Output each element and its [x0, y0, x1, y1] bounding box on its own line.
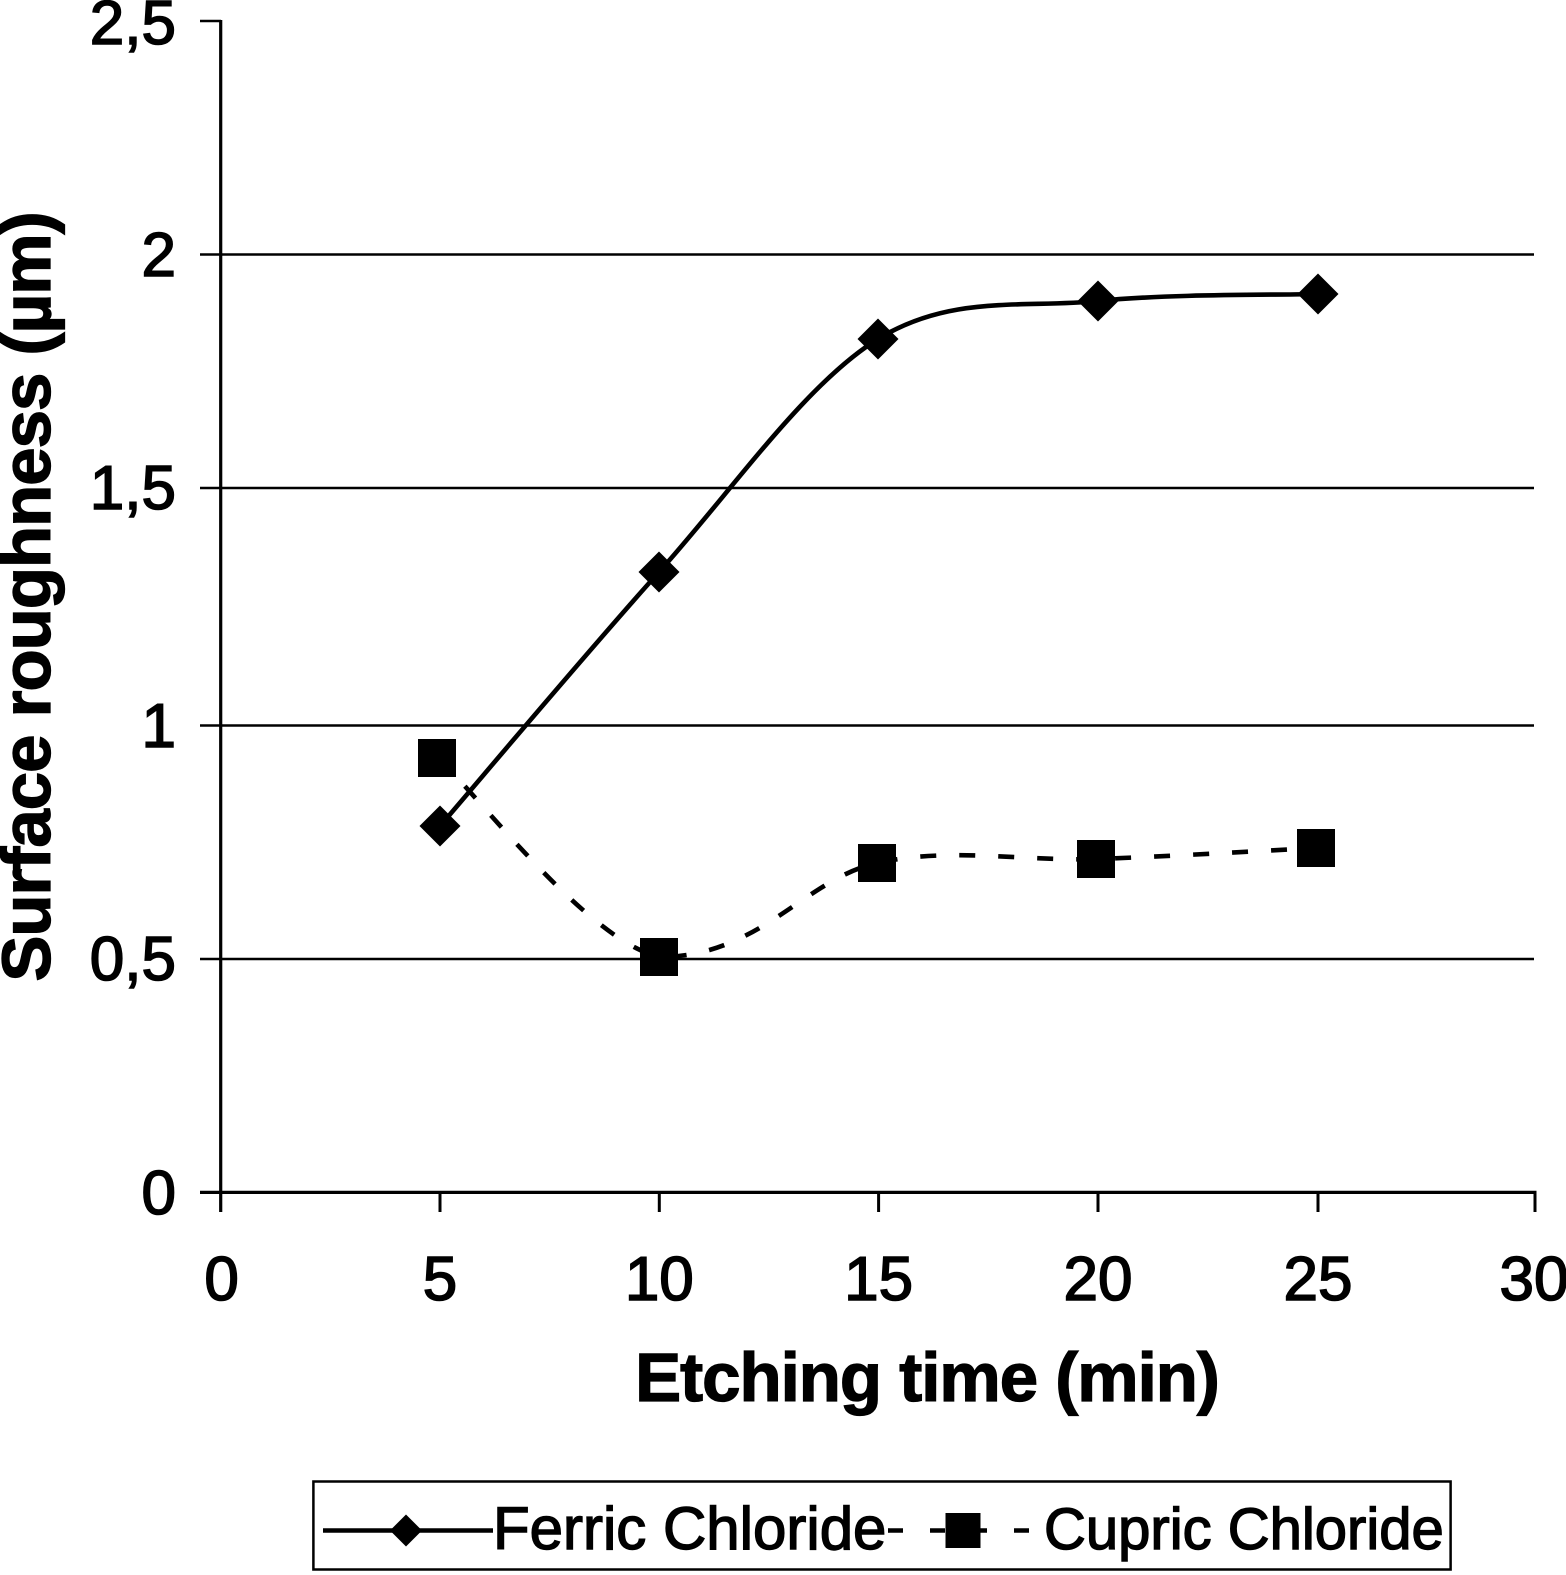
svg-text:2: 2 — [142, 221, 176, 290]
svg-text:1,5: 1,5 — [90, 454, 176, 523]
svg-text:0: 0 — [204, 1245, 238, 1314]
svg-text:5: 5 — [423, 1245, 457, 1314]
svg-text:25: 25 — [1284, 1245, 1353, 1314]
svg-text:15: 15 — [844, 1245, 913, 1314]
svg-text:1: 1 — [142, 692, 176, 761]
svg-text:Ferric Chloride: Ferric Chloride — [493, 1495, 886, 1562]
svg-text:0,5: 0,5 — [90, 925, 176, 994]
svg-text:10: 10 — [625, 1245, 694, 1314]
svg-text:30: 30 — [1500, 1245, 1566, 1314]
svg-text:0: 0 — [142, 1159, 176, 1228]
svg-text:20: 20 — [1064, 1245, 1133, 1314]
svg-text:2,5: 2,5 — [90, 0, 176, 58]
svg-text:Etching time (min): Etching time (min) — [635, 1339, 1219, 1416]
svg-text:Cupric Chloride: Cupric Chloride — [1044, 1497, 1444, 1562]
svg-text:Surface roughness (µm): Surface roughness (µm) — [0, 212, 65, 981]
